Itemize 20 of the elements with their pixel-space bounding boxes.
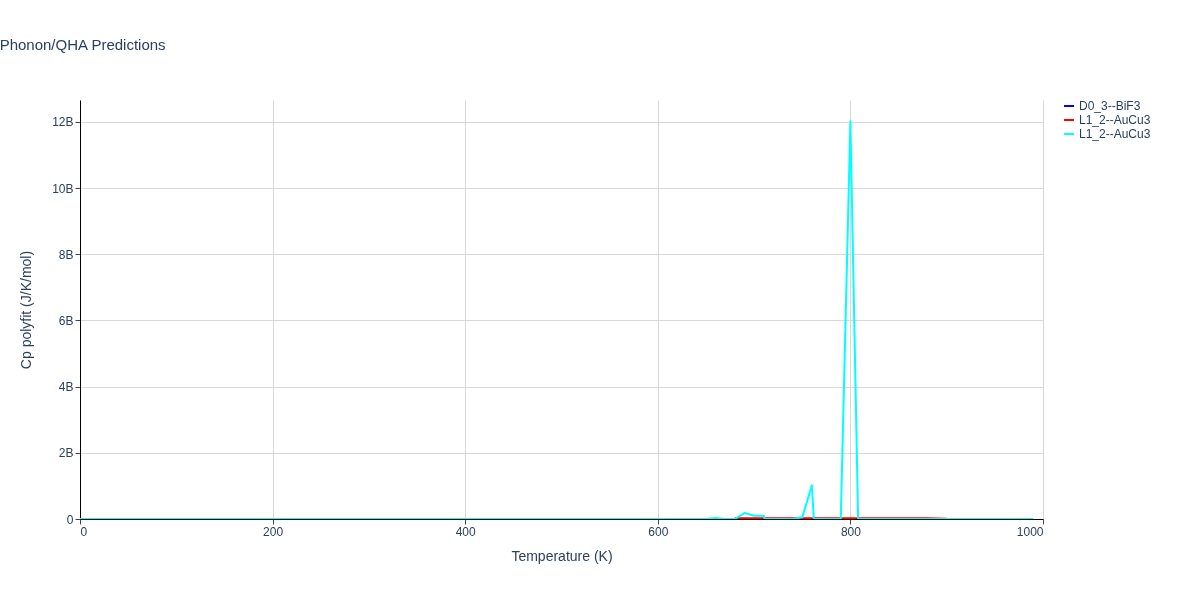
y-axis-title: Cp polyfit (J/K/mol) [18,250,35,370]
x-tick-label: 600 [648,524,669,539]
legend-label: D0_3--BiF3 [1079,99,1141,113]
y-tick-label: 2B [58,446,74,461]
legend-label: L1_2--AuCu3 [1079,113,1151,127]
y-tick-label: 10B [52,181,74,196]
legend-label: L1_2--AuCu3 [1079,127,1151,141]
chart-title: Phonon/QHA Predictions [0,36,166,53]
line-series [80,120,1035,519]
x-tick-label: 800 [840,524,862,539]
y-tick-label: 12B [52,115,74,130]
x-tick-label: 0 [80,524,88,539]
y-tick-label: 4B [58,380,74,395]
x-tick-label: 1000 [1016,524,1044,539]
y-tick-label: 0 [66,512,74,527]
x-tick-label: 400 [455,524,477,539]
x-axis-title: Temperature (K) [511,547,613,564]
x-tick-label: 200 [263,524,284,539]
y-tick-label: 6B [58,313,74,328]
y-tick-label: 8B [58,247,74,262]
